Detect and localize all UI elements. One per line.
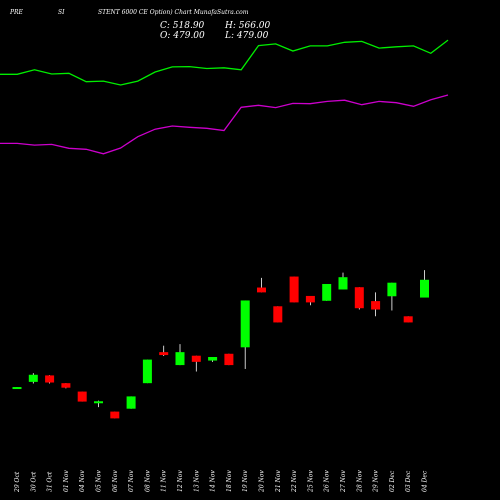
header-close: C: 518.90 [160, 21, 205, 31]
candle [322, 283, 332, 301]
candle [45, 375, 55, 384]
candle [257, 277, 266, 293]
candle [420, 270, 429, 298]
candle-body-up [338, 277, 348, 290]
x-tick-label: 14 Nov [210, 470, 217, 492]
upper-band-line [0, 39, 449, 86]
header-title: STENT 6000 CE Option) Chart MunafaSutra.… [98, 9, 249, 16]
x-tick-label: 22 Nov [291, 470, 298, 493]
candle-body-up [175, 352, 185, 366]
candle [338, 272, 348, 290]
candle-body-up [126, 396, 136, 409]
candle-body-down [305, 295, 315, 303]
candle [77, 391, 87, 402]
candle [175, 344, 185, 366]
x-tick-label: 04 Nov [79, 470, 86, 492]
candle [28, 373, 38, 384]
x-tick-label: 21 Nov [275, 470, 282, 493]
candle-body-down [371, 301, 381, 310]
candle [371, 292, 381, 317]
x-tick-label: 29 Nov [373, 470, 380, 493]
header-high: H: 566.00 [224, 21, 271, 31]
candle-body-down [61, 383, 71, 388]
candle-body-down [224, 353, 234, 366]
candle-body-down [110, 411, 120, 419]
x-tick-label: 08 Nov [144, 470, 151, 492]
x-tick-label: 12 Nov [177, 470, 184, 492]
candle [142, 359, 152, 384]
candle [305, 295, 315, 306]
header-open: O: 479.00 [160, 31, 205, 41]
candle-body-up [12, 387, 22, 390]
candle-body-up [420, 279, 429, 298]
candle-body-down [273, 306, 283, 323]
x-tick-label: 01 Nov [63, 470, 70, 492]
candle [159, 345, 169, 357]
x-tick-label: 29 Oct [14, 471, 21, 493]
candle-body-down [403, 316, 413, 323]
x-tick-label: 25 Nov [307, 470, 314, 493]
x-tick-label: 05 Nov [96, 470, 103, 492]
candle-body-down [257, 287, 266, 293]
candle [403, 316, 413, 323]
x-tick-label: 13 Nov [193, 470, 200, 492]
candle [224, 353, 234, 366]
x-tick-label: 03 Dec [405, 470, 412, 492]
candle-body-up [322, 283, 332, 301]
candle [191, 355, 201, 372]
header-ticker-part1: PRE [9, 9, 24, 16]
candle [387, 282, 397, 311]
candle [208, 357, 218, 362]
header-low: L: 479.00 [224, 31, 269, 41]
lower-band-line [0, 94, 449, 155]
x-tick-label: 28 Nov [356, 470, 363, 493]
candle [273, 306, 283, 323]
x-axis-ticks: 29 Oct 30 Oct 31 Oct 01 Nov 04 Nov 05 Nov 06 N… [14, 470, 429, 493]
candle-body-up [208, 357, 218, 361]
candle-body-up [387, 282, 397, 297]
x-tick-label: 31 Oct [47, 471, 54, 492]
x-tick-label: 07 Nov [128, 470, 135, 492]
x-tick-label: 02 Dec [389, 470, 396, 492]
x-tick-label: 06 Nov [112, 470, 119, 492]
candle-body-down [77, 391, 87, 402]
candle-body-up [28, 374, 38, 382]
candle-body-up [142, 359, 152, 384]
candle-body-down [191, 355, 201, 362]
candle [12, 387, 22, 390]
candle [126, 396, 136, 409]
x-tick-label: 30 Oct [30, 471, 37, 492]
candle [289, 276, 299, 303]
candle [240, 300, 250, 369]
candle-body-down [289, 276, 299, 303]
candle [110, 411, 120, 419]
candle-body-down [354, 287, 364, 309]
candle-body-down [45, 375, 55, 383]
x-tick-label: 18 Nov [226, 470, 233, 492]
x-tick-label: 11 Nov [161, 470, 168, 492]
x-tick-label: 19 Nov [242, 470, 249, 492]
candle [354, 287, 364, 310]
header-ticker-part2: SI [58, 9, 65, 16]
bands-layer [0, 39, 449, 155]
x-tick-label: 27 Nov [340, 470, 347, 493]
candle [94, 400, 103, 408]
x-tick-label: 20 Nov [259, 470, 266, 493]
candle [61, 383, 71, 389]
candle-body-up [240, 300, 250, 348]
x-tick-label: 04 Dec [422, 470, 429, 492]
candles-layer [12, 270, 429, 419]
x-tick-label: 26 Nov [324, 470, 331, 493]
candle-body-down [159, 352, 169, 356]
candle-body-up [94, 401, 103, 404]
